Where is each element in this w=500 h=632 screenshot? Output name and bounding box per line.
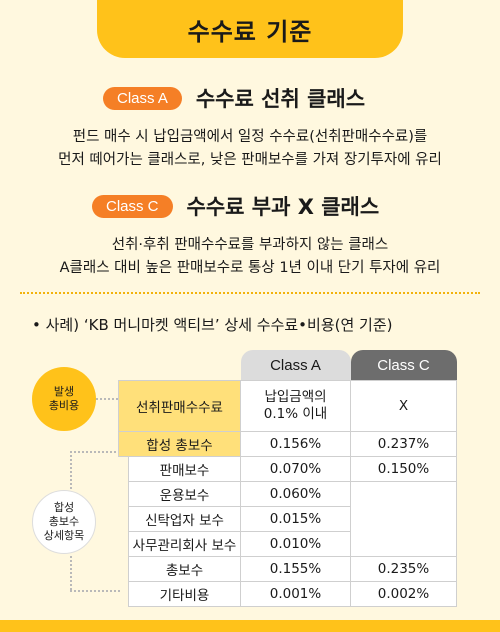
bottom-accent-bar <box>0 620 500 632</box>
row-a-value: 납입금액의 0.1% 이내 <box>240 380 351 432</box>
row-label: 기타비용 <box>128 581 241 607</box>
class-a-desc-line1: 펀드 매수 시 납입금액에서 일정 수수료(선취판매수수료)를 <box>72 129 428 145</box>
row-label: 판매보수 <box>128 456 241 482</box>
row-a-value: 0.155% <box>240 556 351 582</box>
badge1-connector <box>96 398 118 400</box>
row-a-value: 0.015% <box>240 506 351 532</box>
row-label: 선취판매수수료 <box>118 380 241 432</box>
badge2-connector-bottom-h <box>70 590 120 592</box>
detail-items-badge-label: 합성 총보수 상세항목 <box>43 501 85 542</box>
table-row: 판매보수 0.070% 0.150% <box>119 456 457 482</box>
class-a-name: 수수료 선취 클래스 <box>195 87 366 111</box>
row-label: 사무관리회사 보수 <box>128 531 241 557</box>
class-c-desc: 선취·후취 판매수수료를 부과하지 않는 클래스 A클래스 대비 높은 판매보수… <box>0 234 500 280</box>
table-row: 사무관리회사 보수 0.010% <box>119 531 457 557</box>
total-cost-badge-label: 발생 총비용 <box>48 385 80 412</box>
row-c-value: 0.002% <box>350 581 457 607</box>
row-c-value: 0.235% <box>350 556 457 582</box>
table-row: 신탁업자 보수 0.015% <box>119 506 457 532</box>
row-label: 운용보수 <box>128 481 241 507</box>
table-row: 선취판매수수료 납입금액의 0.1% 이내 X <box>118 380 457 432</box>
row-a-value: 0.070% <box>240 456 351 482</box>
row-a-value: 0.060% <box>240 481 351 507</box>
class-a-pill: Class A <box>103 86 182 110</box>
row-c-value: 0.150% <box>350 456 457 482</box>
table-row: 운용보수 0.060% <box>119 481 457 507</box>
class-c-pill: Class C <box>92 194 173 218</box>
row-c-value <box>350 531 457 557</box>
fee-table: Class A Class C 선취판매수수료 납입금액의 0.1% 이내 X … <box>118 350 457 607</box>
class-a-desc-line2: 먼저 떼어가는 클래스로, 낮은 판매보수를 가져 장기투자에 유리 <box>58 152 442 168</box>
row-c-value: X <box>350 380 457 432</box>
row-c-value <box>350 506 457 532</box>
col-header-class-a: Class A <box>240 350 351 381</box>
class-c-name: 수수료 부과 X 클래스 <box>186 195 380 219</box>
row-c-value <box>350 481 457 507</box>
col-header-class-c: Class C <box>350 350 457 381</box>
row-c-value: 0.237% <box>350 431 457 457</box>
row-label: 합성 총보수 <box>118 431 241 457</box>
class-c-desc-line2: A클래스 대비 높은 판매보수로 통상 1년 이내 단기 투자에 유리 <box>59 260 441 276</box>
table-header-row: Class A Class C <box>119 350 457 381</box>
class-c-desc-line1: 선취·후취 판매수수료를 부과하지 않는 클래스 <box>111 237 389 253</box>
badge2-connector-top-h <box>70 451 120 453</box>
badge2-connector-top <box>70 451 72 489</box>
detail-items-badge: 합성 총보수 상세항목 <box>32 490 96 554</box>
page-title: 수수료 기준 <box>187 17 313 46</box>
badge2-connector-bottom <box>70 556 72 590</box>
class-a-desc: 펀드 매수 시 납입금액에서 일정 수수료(선취판매수수료)를 먼저 떼어가는 … <box>0 126 500 172</box>
row-a-value: 0.156% <box>240 431 351 457</box>
table-row: 합성 총보수 0.156% 0.237% <box>118 431 457 457</box>
class-c-heading: Class C 수수료 부과 X 클래스 <box>92 191 379 221</box>
class-a-heading: Class A 수수료 선취 클래스 <box>103 83 365 113</box>
table-row: 총보수 0.155% 0.235% <box>119 556 457 582</box>
row-label: 신탁업자 보수 <box>128 506 241 532</box>
section-divider <box>20 292 480 294</box>
row-a-value: 0.001% <box>240 581 351 607</box>
total-cost-badge: 발생 총비용 <box>32 367 96 431</box>
title-banner: 수수료 기준 <box>97 0 403 58</box>
row-a-value: 0.010% <box>240 531 351 557</box>
row-label: 총보수 <box>128 556 241 582</box>
table-row: 기타비용 0.001% 0.002% <box>119 581 457 607</box>
example-title: • 사례) ‘KB 머니마켓 액티브’ 상세 수수료•비용(연 기준) <box>32 316 393 334</box>
